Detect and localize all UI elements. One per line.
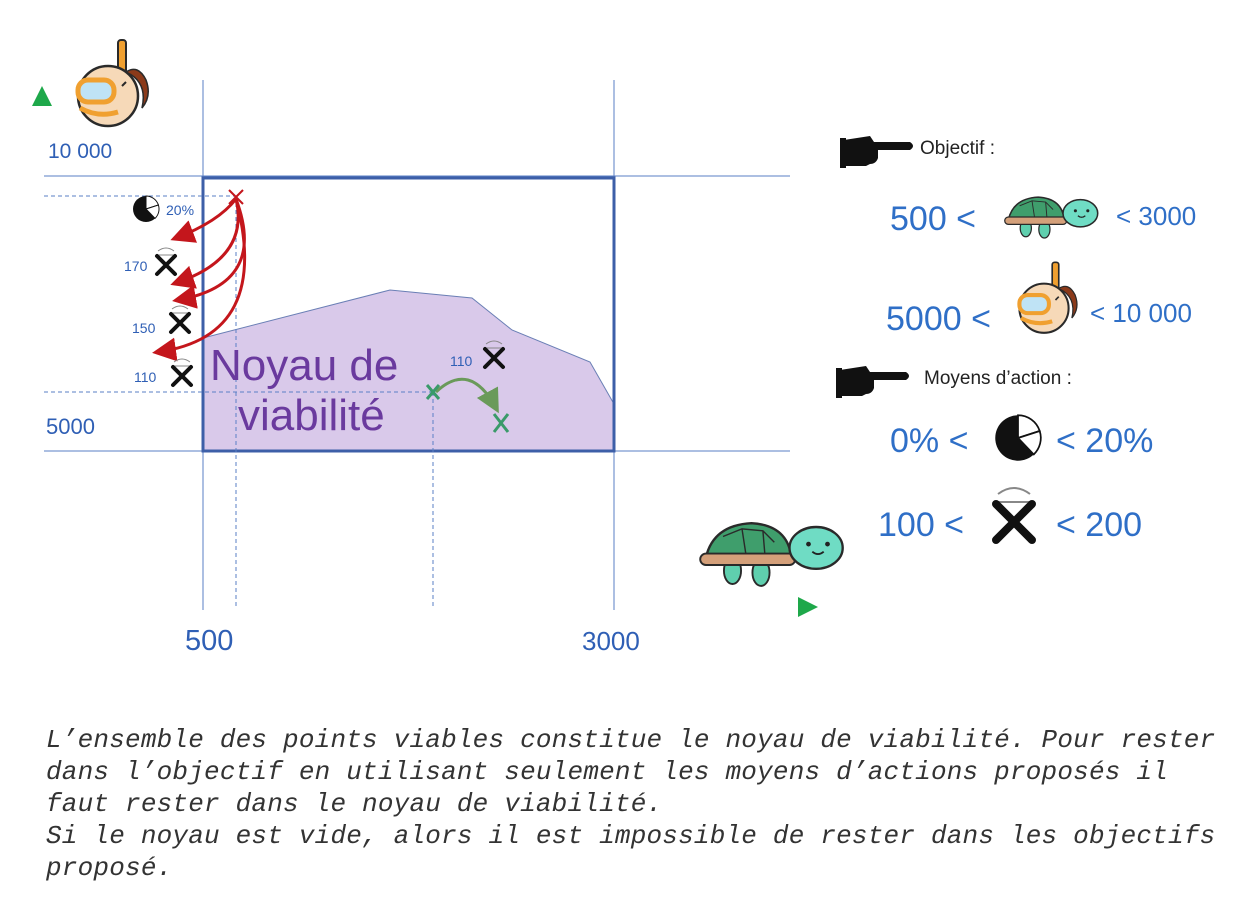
red-trajectories	[152, 198, 247, 362]
turtle-icon	[1003, 196, 1099, 239]
net-point-label-110: 110	[134, 369, 157, 385]
caption-paragraph-2: Si le noyau est vide, alors il est impos…	[46, 821, 1216, 883]
net-range-high: < 200	[1056, 506, 1142, 544]
net-icon	[154, 246, 178, 276]
pie-range-high: < 20%	[1056, 422, 1153, 460]
turtle-icon	[699, 522, 844, 588]
turtle-range-low: 500 <	[890, 200, 976, 238]
pointing-hand-icon	[840, 136, 913, 168]
green-x-marks	[425, 384, 510, 433]
green-trajectory	[434, 377, 499, 414]
caption: L’ensemble des points viables constitue …	[46, 724, 1226, 884]
y-label-top: 10 000	[48, 140, 112, 163]
dashed-guides	[44, 195, 434, 608]
x-label-left: 500	[185, 625, 233, 657]
objective-title: Objectif :	[920, 138, 995, 159]
diver-icon	[78, 40, 148, 126]
axes	[32, 86, 818, 617]
pointing-hand-icon	[836, 366, 909, 398]
objective-rectangle	[201, 176, 616, 453]
y-label-mid: 5000	[46, 414, 95, 439]
diver-range-low: 5000 <	[886, 300, 991, 338]
net-range-low: 100 <	[878, 506, 964, 544]
pie-point-label: 20%	[166, 202, 194, 218]
inner-point-label: 110	[450, 353, 473, 369]
diver-icon	[1019, 262, 1077, 333]
pie-range-low: 0% <	[890, 422, 968, 460]
net-point-label-150: 150	[132, 320, 156, 336]
kernel-label-line2: viabilité	[238, 391, 385, 440]
turtle-range-high: < 3000	[1116, 201, 1196, 231]
means-title: Moyens d’action :	[924, 368, 1072, 389]
kernel-label-line1: Noyau de	[210, 341, 398, 390]
net-icon	[170, 357, 194, 387]
x-label-right: 3000	[582, 626, 640, 656]
net-icon	[168, 304, 192, 334]
caption-paragraph-1: L’ensemble des points viables constitue …	[46, 725, 1216, 819]
net-point-label-170: 170	[124, 258, 148, 274]
diver-range-high: < 10 000	[1090, 298, 1192, 328]
pie-icon	[132, 195, 160, 223]
viability-diagram: 10 000 5000 500 3000 Noyau de viabilité …	[32, 0, 1196, 657]
red-x-mark	[228, 189, 244, 205]
pie-icon	[994, 414, 1042, 462]
net-icon	[994, 488, 1034, 540]
